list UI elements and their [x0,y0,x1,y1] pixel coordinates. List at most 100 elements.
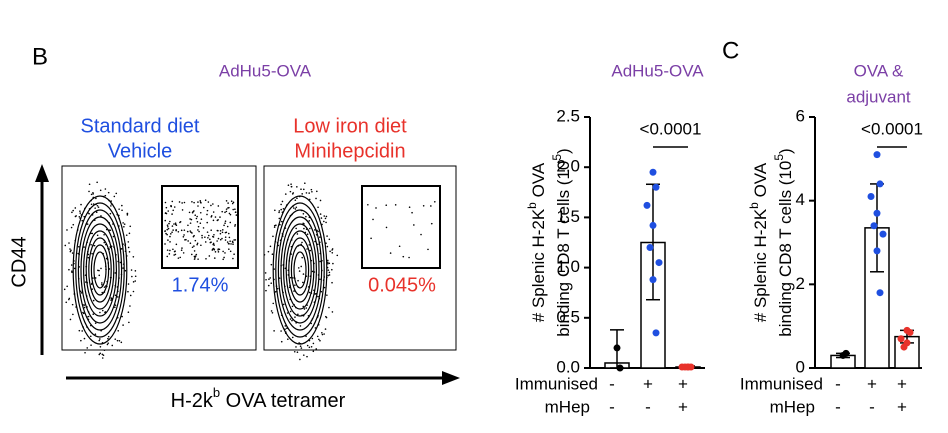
event-dot [207,236,209,239]
contour [275,202,325,338]
event-dot [105,268,107,271]
event-dot [229,250,232,253]
event-dot [323,220,325,223]
event-dot [331,268,333,271]
event-dot [190,253,193,256]
event-dot [101,353,104,356]
event-dot [309,275,312,278]
event-dot [299,358,301,361]
event-dot [79,212,82,214]
event-dot [231,202,234,205]
event-dot [430,205,432,207]
event-dot [197,258,199,260]
event-dot [81,330,83,332]
event-dot [79,290,82,293]
event-dot [307,314,310,317]
event-dot [87,318,90,321]
data-point [879,230,887,238]
event-dot [132,281,135,283]
event-dot [107,337,109,340]
row-value: + [678,374,688,393]
flow-frame [61,165,257,351]
event-dot [206,221,209,224]
event-dot [83,246,85,248]
event-dot [210,204,212,207]
event-dot [326,261,329,264]
event-dot [111,344,114,347]
label-part: b [747,202,761,209]
contour [72,195,128,345]
event-dot [273,330,275,332]
event-dot [103,349,106,352]
event-dot [80,339,82,342]
event-dot [109,212,112,215]
event-dot [302,281,304,284]
event-dot [74,239,77,242]
event-dot [120,341,123,344]
event-dot [108,240,110,242]
event-dot [183,201,186,204]
event-dot [331,311,334,313]
event-dot [92,244,94,247]
event-dot [282,291,284,294]
event-dot [126,255,128,257]
event-dot [300,209,303,212]
event-dot [221,210,224,213]
event-dot [167,227,170,230]
event-dot [167,225,169,228]
event-dot [290,239,293,241]
event-dot [225,200,228,202]
event-dot [263,253,266,256]
event-dot [232,257,234,260]
event-dot [172,209,175,212]
event-dot [296,351,299,354]
event-dot [188,211,191,214]
event-dot [86,281,89,284]
event-dot [65,301,68,304]
data-point [876,180,884,188]
event-dot [95,197,97,200]
event-dot [270,282,273,284]
event-dot [123,223,126,225]
event-dot [78,253,80,256]
event-dot [127,283,130,285]
event-dot [394,204,397,206]
event-dot [124,243,127,245]
event-dot [385,226,388,229]
event-dot [224,239,227,241]
event-dot [286,238,289,241]
event-dot [89,324,92,327]
event-dot [319,278,321,281]
event-dot [271,311,274,314]
event-dot [70,249,72,252]
event-dot [91,252,93,255]
event-dot [78,215,81,218]
y-axis-label: # Splenic H-2Kb OVA [747,162,770,322]
event-dot [367,203,369,206]
event-dot [297,267,300,269]
event-dot [294,284,296,287]
event-dot [212,203,214,205]
event-dot [114,338,117,340]
event-dot [317,243,319,246]
event-dot [282,303,285,306]
event-dot [323,286,326,289]
event-dot [197,201,199,203]
event-dot [296,197,298,200]
event-dot [114,272,117,274]
label-part: OVA [751,162,770,202]
event-dot [302,212,305,215]
event-dot [316,316,319,319]
event-dot [297,244,300,247]
event-dot [274,209,276,212]
event-dot [113,195,116,198]
event-dot [284,328,286,330]
event-dot [229,240,231,242]
event-dot [209,241,212,244]
row-value: - [645,397,651,416]
event-dot [315,292,317,295]
event-dot [166,255,169,258]
event-dot [308,291,311,294]
event-dot [293,303,295,306]
event-dot [120,248,122,250]
